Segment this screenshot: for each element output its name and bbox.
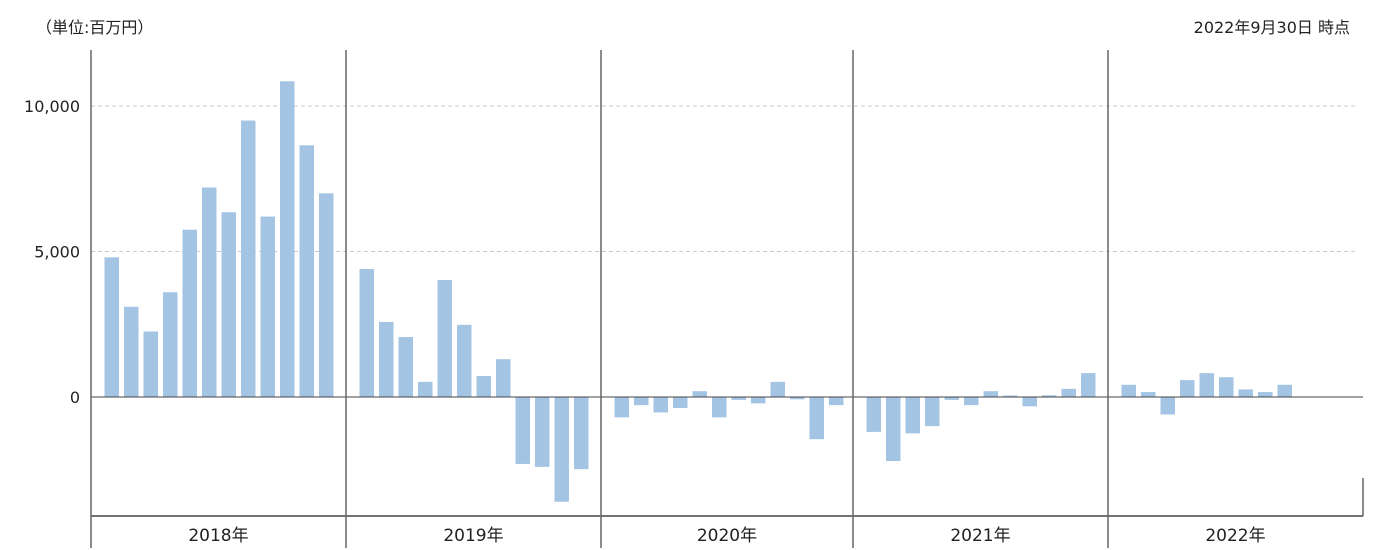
bar [260, 216, 275, 397]
bar [437, 280, 452, 397]
unit-label: （単位:百万円） [36, 18, 154, 37]
bar [299, 145, 314, 397]
bar [319, 193, 334, 397]
bar [280, 81, 295, 397]
bar [182, 229, 197, 397]
bar [1277, 384, 1292, 397]
bar [418, 381, 433, 397]
bar [574, 397, 589, 470]
bar [221, 212, 236, 397]
bar [751, 397, 766, 404]
bar [809, 397, 824, 440]
bar [731, 397, 746, 400]
bar [163, 292, 178, 397]
bar [634, 397, 649, 406]
bar [829, 397, 844, 406]
bar [1061, 388, 1076, 397]
bar [1042, 395, 1057, 397]
bar [476, 376, 491, 397]
as-of-date-label: 2022年9月30日 時点 [1193, 18, 1350, 37]
bar [359, 268, 374, 397]
bar [515, 397, 530, 464]
bar [496, 359, 511, 397]
bar [124, 306, 139, 397]
bar [673, 397, 688, 409]
bar [535, 397, 550, 467]
bar [1003, 395, 1018, 397]
bar [1219, 377, 1234, 397]
bar [241, 120, 256, 398]
axes-layer [90, 50, 1364, 548]
year-label: 2019年 [443, 526, 503, 546]
bar [1238, 389, 1253, 397]
labels-layer: 0 5,000 10,000 2018年 2019年 2020年 2021年 2022年 [24, 97, 1266, 546]
bar [1081, 373, 1096, 397]
bar [653, 397, 668, 413]
year-label: 2018年 [188, 526, 248, 546]
year-label: 2021年 [950, 526, 1010, 546]
bar [1180, 380, 1195, 397]
bar [712, 397, 727, 418]
bar [379, 321, 394, 397]
bar [770, 381, 785, 397]
bars-layer [104, 81, 1292, 502]
bar [1199, 373, 1214, 397]
bar [614, 397, 629, 418]
bar [866, 397, 881, 432]
bar [1141, 392, 1156, 397]
bar [692, 391, 707, 397]
bar [398, 337, 413, 397]
bar [457, 324, 472, 397]
year-label: 2022年 [1205, 526, 1265, 546]
bar [905, 397, 920, 434]
bar [104, 257, 119, 397]
y-tick-label: 0 [70, 388, 80, 407]
bar [925, 397, 940, 427]
bar [1022, 397, 1037, 407]
bar [983, 391, 998, 397]
y-tick-label: 10,000 [24, 97, 80, 116]
bar [202, 187, 217, 397]
bar [1258, 392, 1273, 397]
y-tick-label: 5,000 [34, 243, 80, 262]
bar [143, 331, 158, 397]
year-label: 2020年 [697, 526, 757, 546]
bar [790, 397, 805, 400]
bar [1160, 397, 1175, 415]
bar [944, 397, 959, 400]
bar [1121, 384, 1136, 397]
bar [964, 397, 979, 406]
bar [554, 397, 569, 502]
bar [886, 397, 901, 462]
